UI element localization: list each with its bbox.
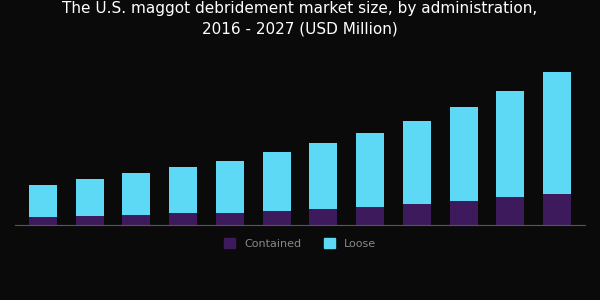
Bar xyxy=(76,179,104,216)
Bar xyxy=(496,92,524,197)
Bar xyxy=(216,161,244,213)
Bar xyxy=(496,197,524,225)
Bar xyxy=(263,211,290,225)
Bar xyxy=(543,194,571,225)
Bar xyxy=(543,73,571,194)
Bar xyxy=(29,217,57,225)
Bar xyxy=(356,133,384,207)
Legend: Contained, Loose: Contained, Loose xyxy=(220,234,380,254)
Bar xyxy=(356,207,384,225)
Text: The U.S. maggot debridement market size, by administration,
2016 - 2027 (USD Mil: The U.S. maggot debridement market size,… xyxy=(62,1,538,36)
Bar xyxy=(122,215,151,225)
Bar xyxy=(310,209,337,225)
Bar xyxy=(403,204,431,225)
Bar xyxy=(449,201,478,225)
Bar xyxy=(263,152,290,211)
Bar xyxy=(29,184,57,217)
Bar xyxy=(76,216,104,225)
Bar xyxy=(449,106,478,201)
Bar xyxy=(216,213,244,225)
Bar xyxy=(169,214,197,225)
Bar xyxy=(310,143,337,209)
Bar xyxy=(122,173,151,215)
Bar xyxy=(169,167,197,214)
Bar xyxy=(403,121,431,204)
